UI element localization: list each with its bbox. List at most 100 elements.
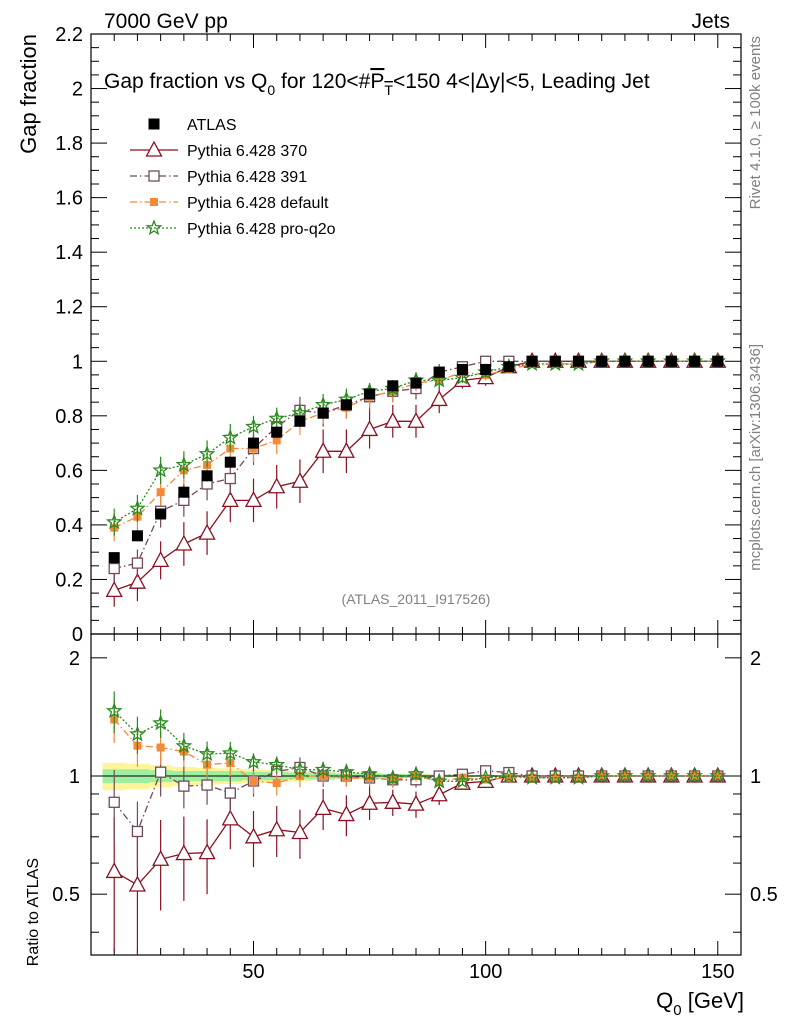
ratio-point-p370	[360, 793, 379, 810]
ratio-point-p391	[224, 787, 236, 799]
ratio-y-tick-label-right: 2	[750, 648, 761, 670]
point-p370	[198, 523, 216, 540]
y-tick-label: 2	[72, 79, 83, 101]
point-atlas	[596, 355, 608, 367]
point-p370	[384, 411, 402, 428]
y-tick-label: 2.2	[55, 24, 83, 46]
ratio-y-tick-label: 0.5	[52, 884, 80, 906]
point-pq2o	[245, 417, 262, 434]
ratio-point-pq2o	[686, 767, 703, 784]
point-atlas	[549, 355, 561, 367]
point-atlas	[224, 456, 236, 468]
point-p391	[131, 557, 144, 569]
plot-title: Gap fraction vs Q0 for 120<#PT<150 4<|Δy…	[104, 70, 650, 98]
point-pq2o	[221, 428, 239, 445]
ratio-point-pq2o	[570, 768, 587, 785]
ratio-point-p370	[268, 820, 286, 837]
ratio-point-pq2o	[639, 767, 657, 784]
header-right: Jets	[691, 10, 730, 33]
legend-marker-pdefault	[150, 198, 158, 206]
point-atlas	[248, 437, 259, 449]
point-atlas	[433, 366, 445, 378]
point-atlas	[201, 470, 213, 482]
x-tick-label: 100	[469, 961, 502, 983]
point-pq2o	[430, 371, 448, 388]
ratio-point-pq2o	[175, 737, 193, 754]
y-tick-label: 0	[72, 624, 83, 646]
point-pq2o	[198, 445, 216, 462]
point-p370	[360, 420, 379, 437]
y-tick-label: 1.4	[55, 242, 83, 264]
ratio-point-pq2o	[593, 767, 611, 784]
point-p370	[244, 490, 263, 508]
point-atlas	[619, 355, 631, 367]
ratio-point-p370	[221, 809, 239, 826]
ratio-y-tick-label: 2	[69, 648, 80, 670]
point-atlas	[665, 355, 677, 367]
ratio-point-p391	[178, 780, 190, 792]
y-tick-label: 0.6	[55, 460, 83, 482]
ratio-point-p370	[430, 785, 448, 802]
point-atlas	[456, 363, 468, 375]
point-atlas	[271, 426, 283, 438]
x-axis-label: Q0 [GeV]	[656, 988, 744, 1019]
point-pq2o	[152, 461, 169, 478]
ratio-point-pdefault	[156, 743, 165, 752]
ratio-point-pq2o	[268, 756, 286, 772]
point-atlas	[573, 355, 584, 367]
ratio-point-p370	[128, 875, 147, 892]
point-atlas	[364, 388, 376, 400]
point-atlas	[317, 407, 329, 419]
ratio-point-p391	[131, 825, 144, 838]
point-p370	[152, 550, 170, 568]
ratio-point-pq2o	[221, 744, 239, 761]
y-axis-label-main: Gap fraction	[16, 34, 41, 154]
ratio-y-tick-label: 1	[69, 766, 80, 788]
point-atlas	[340, 399, 352, 411]
analysis-watermark: (ATLAS_2011_I917526)	[342, 591, 491, 607]
rivet-label: Rivet 4.1.0, ≥ 100k events	[747, 36, 764, 209]
point-p370	[291, 471, 309, 488]
point-atlas	[712, 355, 724, 367]
point-atlas	[294, 415, 306, 427]
point-atlas	[155, 508, 167, 520]
ratio-point-p370	[105, 862, 123, 879]
ratio-point-pq2o	[523, 768, 541, 785]
legend-marker-pq2o	[145, 219, 163, 236]
ratio-point-pq2o	[291, 760, 309, 777]
point-p391	[108, 562, 120, 575]
ratio-point-pq2o	[337, 763, 355, 780]
x-tick-label: 150	[701, 961, 734, 983]
ratio-point-pq2o	[361, 765, 378, 782]
ratio-point-p370	[198, 843, 216, 860]
point-pq2o	[268, 409, 286, 426]
y-tick-label: 1.8	[55, 133, 83, 155]
point-pq2o	[105, 513, 123, 530]
y-axis-label-ratio: Ratio to ATLAS	[25, 858, 42, 966]
y-tick-label: 1.6	[55, 188, 83, 210]
point-atlas	[387, 380, 399, 392]
legend-marker-p370	[145, 140, 163, 157]
ratio-y-tick-label-right: 0.5	[750, 884, 778, 906]
point-atlas	[689, 355, 701, 367]
y-tick-label: 0.4	[55, 515, 83, 537]
ratio-point-pq2o	[105, 702, 123, 719]
legend-marker-p391	[148, 170, 160, 182]
ratio-y-tick-label-right: 1	[750, 766, 761, 788]
ratio-point-p370	[152, 849, 170, 866]
ratio-point-pq2o	[384, 769, 402, 786]
ratio-point-pq2o	[454, 772, 471, 789]
point-pq2o	[175, 456, 193, 473]
legend-label-p370: Pythia 6.428 370	[187, 143, 307, 160]
point-pq2o	[454, 368, 471, 385]
ratio-point-p370	[384, 792, 402, 809]
ratio-point-pq2o	[198, 745, 216, 762]
y-tick-label: 1.2	[55, 297, 83, 319]
point-p370	[221, 490, 239, 508]
legend-label-pdefault: Pythia 6.428 default	[187, 195, 329, 212]
ratio-point-pq2o	[709, 767, 727, 784]
ratio-point-pq2o	[546, 768, 564, 785]
point-p391	[224, 472, 236, 485]
ratio-point-p391	[154, 766, 167, 778]
legend-label-atlas: ATLAS	[187, 117, 237, 134]
